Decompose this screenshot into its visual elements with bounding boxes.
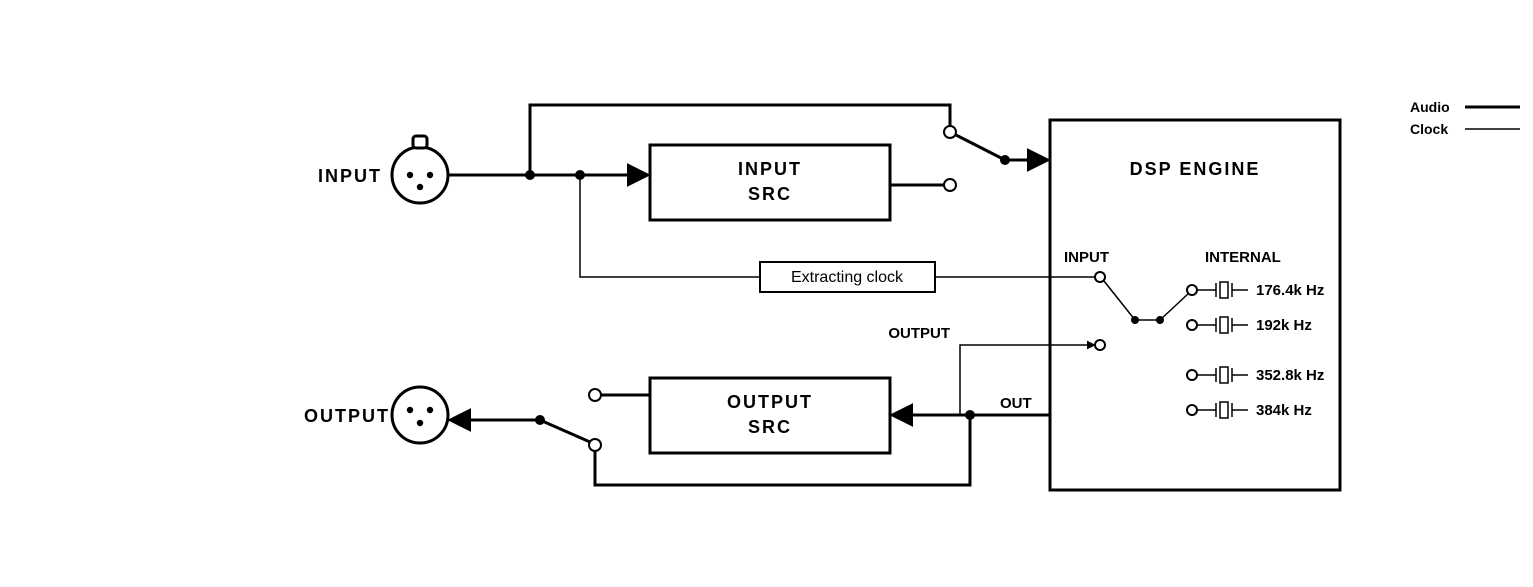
output-src-label-2: SRC <box>748 417 792 437</box>
rate-192-label: 192k Hz <box>1256 317 1312 334</box>
dsp-engine-label: DSP ENGINE <box>1130 159 1261 179</box>
legend-audio-label: Audio <box>1410 99 1450 115</box>
clock-input-label: INPUT <box>1064 249 1109 266</box>
rate-384-label: 384k Hz <box>1256 402 1312 419</box>
internal-label: INTERNAL <box>1205 249 1281 266</box>
input-src-label-2: SRC <box>748 184 792 204</box>
output-label: OUTPUT <box>304 406 390 426</box>
xlr-input-icon <box>392 136 448 203</box>
rate-3528-label: 352.8k Hz <box>1256 367 1324 384</box>
rate-1764-label: 176.4k Hz <box>1256 282 1324 299</box>
input-src-label-1: INPUT <box>738 159 802 179</box>
output-src-box <box>650 378 890 453</box>
osc-192: 192k Hz <box>1197 317 1312 334</box>
osc-1764: 176.4k Hz <box>1197 282 1324 299</box>
clock-output-label: OUTPUT <box>888 325 950 342</box>
output-src-label-1: OUTPUT <box>727 392 813 412</box>
extracting-clock-label: Extracting clock <box>791 269 904 286</box>
input-label: INPUT <box>318 166 382 186</box>
osc-384: 384k Hz <box>1197 402 1312 419</box>
legend: Audio Clock <box>1410 99 1520 137</box>
osc-3528: 352.8k Hz <box>1197 367 1324 384</box>
xlr-output-icon <box>392 387 448 443</box>
input-src-box <box>650 145 890 220</box>
out-label: OUT <box>1000 395 1032 412</box>
legend-clock-label: Clock <box>1410 121 1448 137</box>
